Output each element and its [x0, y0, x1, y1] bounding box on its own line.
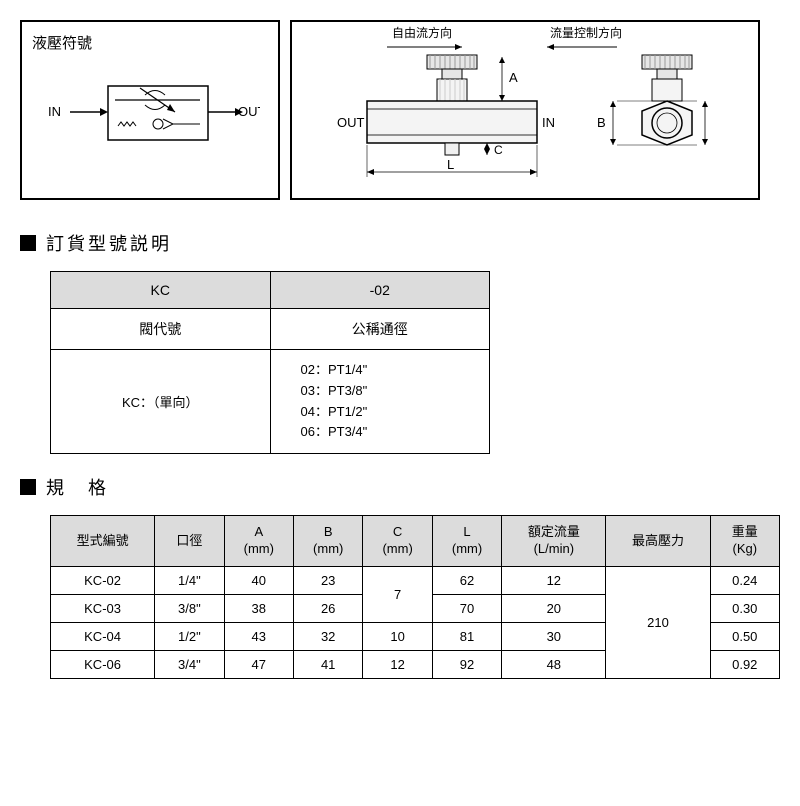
spec-cell: 43 [224, 622, 293, 650]
svg-text:A: A [509, 70, 518, 85]
spec-cell: 12 [502, 566, 606, 594]
order-heading-text: 訂貨型號説明 [46, 230, 172, 256]
spec-header-cell: 重量(Kg) [710, 516, 779, 567]
spec-cell: KC-03 [51, 594, 155, 622]
spec-header-cell: 口徑 [155, 516, 224, 567]
spec-cell: 70 [432, 594, 501, 622]
spec-cell: 0.50 [710, 622, 779, 650]
spec-header-cell: 最高壓力 [606, 516, 710, 567]
spec-cell: 40 [224, 566, 293, 594]
spec-cell: 32 [293, 622, 362, 650]
order-size-option: 03：PT3/8" [301, 381, 480, 402]
spec-cell: KC-02 [51, 566, 155, 594]
order-col1-header: KC [51, 272, 271, 309]
order-col2-data: 02：PT1/4"03：PT3/8"04：PT1/2"06：PT3/4" [270, 350, 490, 454]
dimension-drawing: OUT IN A C L [297, 27, 757, 197]
spec-cell: 38 [224, 594, 293, 622]
spec-row: KC-021/4"4023762122100.24 [51, 566, 780, 594]
order-col1-sub: 閥代號 [51, 309, 271, 350]
order-table: KC -02 閥代號 公稱通徑 KC：（單向） 02：PT1/4"03：PT3/… [50, 271, 490, 454]
spec-header-cell: B(mm) [293, 516, 362, 567]
spec-cell: 47 [224, 650, 293, 678]
symbol-title: 液壓符號 [32, 32, 268, 53]
order-size-option: 04：PT1/2" [301, 402, 480, 423]
order-col1-data: KC：（單向） [51, 350, 271, 454]
section-order-heading: 訂貨型號説明 [20, 230, 780, 256]
spec-heading-text: 規 格 [46, 474, 109, 500]
label-controlled-flow: 流量控制方向 [550, 24, 622, 41]
order-col2-header: -02 [270, 272, 490, 309]
spec-cell: 3/4" [155, 650, 224, 678]
spec-cell: 0.92 [710, 650, 779, 678]
order-size-option: 02：PT1/4" [301, 360, 480, 381]
section-spec-heading: 規 格 [20, 474, 780, 500]
dimension-diagram-box: 自由流方向 流量控制方向 OUT IN A [290, 20, 760, 200]
spec-cell: 0.30 [710, 594, 779, 622]
diagram-row: 液壓符號 IN OUT 自由流方向 流量控制方向 [20, 20, 780, 200]
hydraulic-symbol-box: 液壓符號 IN OUT [20, 20, 280, 200]
spec-header-row: 型式編號口徑A(mm)B(mm)C(mm)L(mm)額定流量(L/min)最高壓… [51, 516, 780, 567]
spec-header-cell: 型式編號 [51, 516, 155, 567]
spec-cell: 81 [432, 622, 501, 650]
spec-cell: 48 [502, 650, 606, 678]
spec-cell: 23 [293, 566, 362, 594]
spec-cell: 7 [363, 566, 432, 622]
symbol-schematic: IN OUT [40, 68, 260, 168]
spec-cell: 30 [502, 622, 606, 650]
spec-header-cell: A(mm) [224, 516, 293, 567]
svg-text:OUT: OUT [238, 104, 260, 119]
spec-cell: 1/4" [155, 566, 224, 594]
spec-cell: 62 [432, 566, 501, 594]
spec-table: 型式編號口徑A(mm)B(mm)C(mm)L(mm)額定流量(L/min)最高壓… [50, 515, 780, 679]
svg-text:IN: IN [48, 104, 61, 119]
spec-cell: 92 [432, 650, 501, 678]
svg-text:OUT: OUT [337, 115, 365, 130]
order-col2-sub: 公稱通徑 [270, 309, 490, 350]
spec-cell: KC-06 [51, 650, 155, 678]
svg-text:IN: IN [542, 115, 555, 130]
spec-cell: 3/8" [155, 594, 224, 622]
spec-cell: 20 [502, 594, 606, 622]
spec-cell: 1/2" [155, 622, 224, 650]
spec-cell: KC-04 [51, 622, 155, 650]
spec-header-cell: 額定流量(L/min) [502, 516, 606, 567]
order-size-option: 06：PT3/4" [301, 422, 480, 443]
spec-cell-pressure: 210 [606, 566, 710, 678]
spec-header-cell: L(mm) [432, 516, 501, 567]
spec-cell: 12 [363, 650, 432, 678]
label-free-flow: 自由流方向 [392, 24, 452, 41]
spec-cell: 0.24 [710, 566, 779, 594]
spec-cell: 41 [293, 650, 362, 678]
svg-text:C: C [494, 143, 503, 157]
spec-header-cell: C(mm) [363, 516, 432, 567]
square-bullet-icon [20, 235, 36, 251]
svg-text:L: L [447, 157, 454, 172]
spec-cell: 10 [363, 622, 432, 650]
svg-text:B: B [597, 115, 606, 130]
square-bullet-icon [20, 479, 36, 495]
spec-cell: 26 [293, 594, 362, 622]
